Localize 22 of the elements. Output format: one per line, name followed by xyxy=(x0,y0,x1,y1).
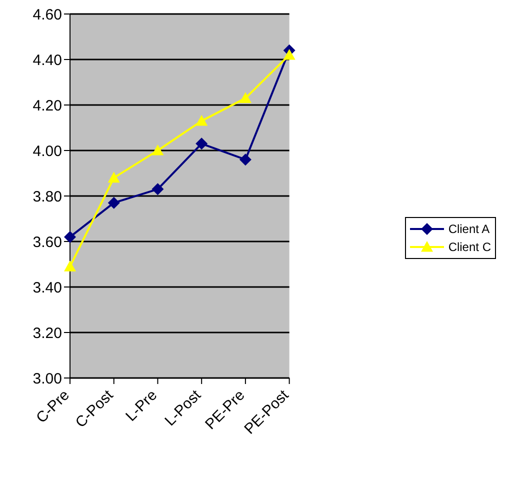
y-tick-label: 4.40 xyxy=(32,52,62,69)
y-tick-label: 4.00 xyxy=(32,142,62,160)
point xyxy=(239,92,252,103)
point xyxy=(108,172,120,183)
y-tick-label: 3.80 xyxy=(32,188,62,206)
point xyxy=(283,48,296,60)
point xyxy=(152,183,164,196)
y-tick-label: 3.40 xyxy=(32,279,62,296)
point xyxy=(152,144,164,156)
point xyxy=(239,154,252,166)
point xyxy=(196,138,208,150)
legend-label: Client C xyxy=(448,239,491,256)
point xyxy=(108,196,120,209)
y-tick-label: 4.60 xyxy=(32,6,62,24)
y-tick-label: 4.20 xyxy=(32,97,62,114)
y-tick-label: 3.60 xyxy=(32,234,62,251)
y-tick-label: 3.20 xyxy=(32,324,62,342)
point xyxy=(64,260,76,272)
y-tick-label: 3.00 xyxy=(32,370,62,388)
point xyxy=(64,230,76,243)
point xyxy=(196,114,208,126)
legend-label: Client A xyxy=(448,221,490,238)
